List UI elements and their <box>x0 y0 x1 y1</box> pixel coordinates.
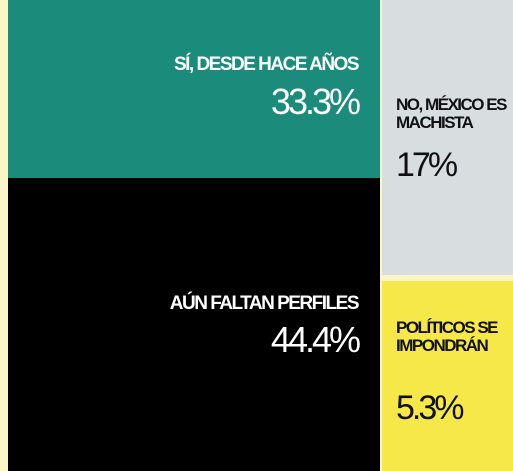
tile-value: 5.3% <box>396 389 464 427</box>
tile-value: 44.4% <box>270 319 361 360</box>
tile-no-mexico-es-machista: NO, MÉXICO ES MACHISTA 17% <box>382 0 513 275</box>
tile-value: 17% <box>396 146 458 184</box>
tile-aun-faltan-perfiles: AÚN FALTAN PERFILES 44.4% <box>8 178 380 471</box>
tile-value: 33.3% <box>270 81 361 122</box>
tile-label: NO, MÉXICO ES MACHISTA <box>396 95 507 132</box>
tile-label: POLÍTICOS SE IMPONDRÁN <box>396 318 499 355</box>
tile-si-desde-hace-anos: SÍ, DESDE HACE AÑOS 33.3% <box>8 0 380 178</box>
tile-label: SÍ, DESDE HACE AÑOS <box>173 54 360 75</box>
tile-politicos-se-impondran: POLÍTICOS SE IMPONDRÁN 5.3% <box>382 281 513 471</box>
tile-label: AÚN FALTAN PERFILES <box>169 293 360 314</box>
